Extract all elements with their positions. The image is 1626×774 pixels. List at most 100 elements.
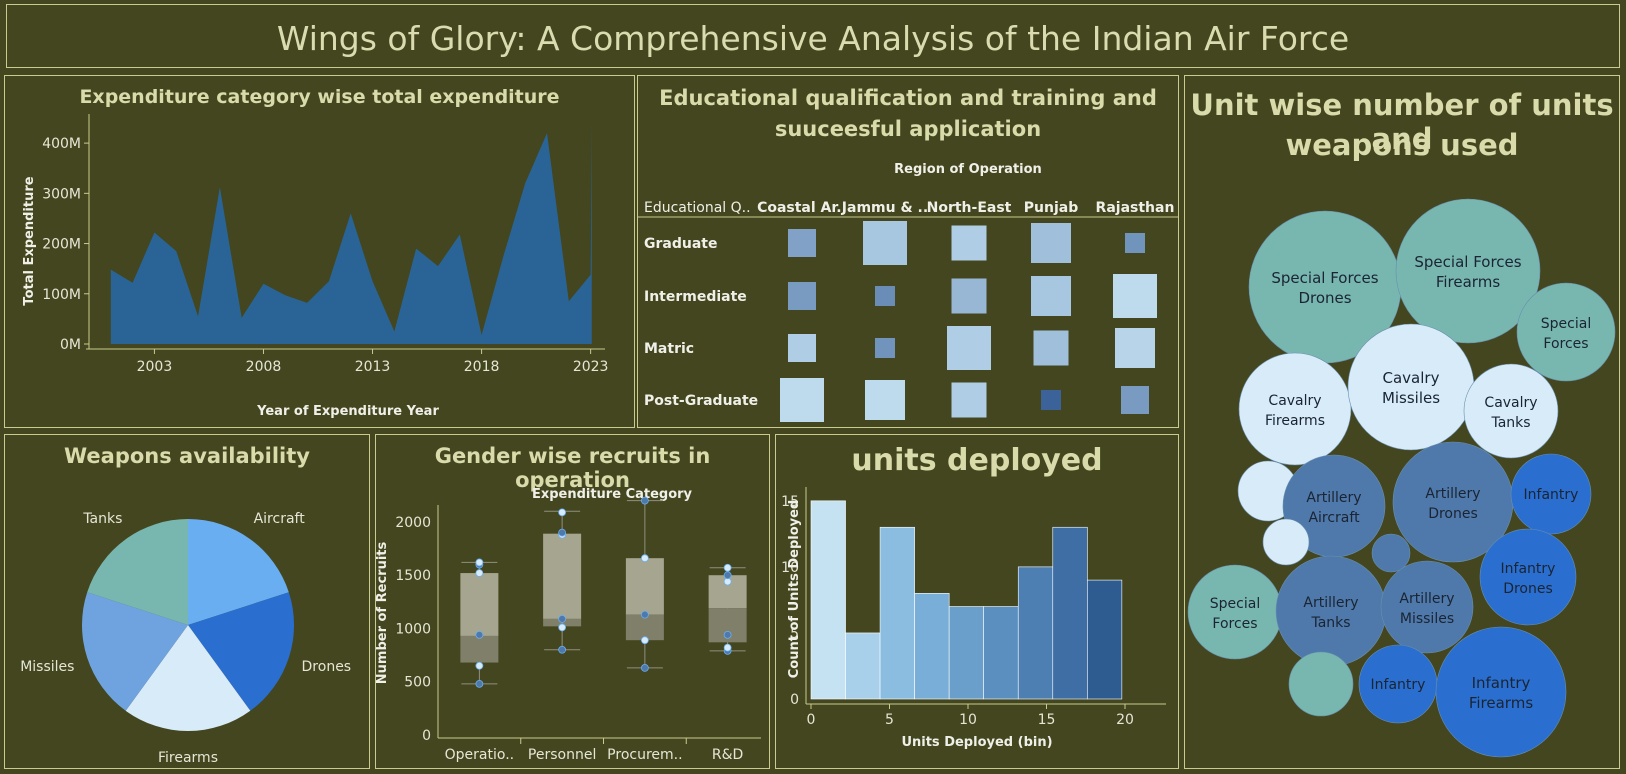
pie-label: Missiles — [20, 659, 74, 675]
gender-panel: Gender wise recruits in operation Expend… — [375, 434, 770, 769]
pie-slice-tanks — [87, 519, 188, 625]
unit-bubble — [1435, 626, 1567, 758]
histogram-x-label: Units Deployed (bin) — [901, 735, 1052, 750]
unit-bubble-label: Cavalry — [1268, 393, 1321, 409]
unit-bubble-label: Firearms — [1469, 694, 1533, 712]
unit-bubble — [1187, 564, 1283, 660]
education-column-label: North-East — [927, 200, 1012, 216]
expenditure-y-label: Total Expenditure — [22, 176, 37, 305]
histogram-bar — [948, 606, 985, 700]
education-cell — [780, 378, 824, 422]
education-cell — [1113, 274, 1157, 318]
expenditure-x-tick-label: 2008 — [246, 359, 282, 375]
education-cell — [788, 282, 816, 310]
education-cell — [1033, 330, 1069, 366]
education-row-label: Post-Graduate — [644, 393, 758, 409]
gender-box-lower — [625, 614, 664, 641]
unit-bubble-label: Infantry — [1371, 677, 1426, 693]
gender-box-lower — [460, 635, 499, 663]
education-cell — [863, 221, 907, 265]
gender-y-label: Number of Recruits — [376, 542, 390, 685]
education-cell — [1041, 390, 1061, 410]
pie-slice-drones — [188, 592, 294, 711]
unit-bubble — [1371, 533, 1411, 573]
histogram-x-tick-label: 10 — [959, 712, 977, 728]
education-column-header: Region of Operation — [894, 162, 1042, 177]
education-row-label: Graduate — [644, 236, 717, 252]
unit-bubble — [1288, 651, 1354, 717]
expenditure-title: Expenditure category wise total expendit… — [79, 86, 560, 108]
gender-point — [723, 630, 732, 639]
expenditure-y-tick-label: 300M — [42, 186, 81, 202]
pie-slice-aircraft — [188, 519, 289, 625]
pie-label: Firearms — [158, 750, 218, 766]
histogram-x-tick-label: 15 — [1038, 712, 1056, 728]
education-cell — [875, 286, 895, 306]
unit-bubble-label: Drones — [1428, 506, 1478, 522]
education-cell — [1115, 328, 1155, 368]
gender-point — [723, 577, 732, 586]
expenditure-y-tick-label: 100M — [42, 287, 81, 303]
histogram-bar — [983, 606, 1019, 700]
education-cell — [1121, 386, 1149, 414]
education-cell — [947, 326, 991, 370]
unit-bubble-label: Artillery — [1425, 486, 1480, 502]
unit-bubble-label: Missiles — [1400, 611, 1454, 627]
education-cell — [875, 338, 895, 358]
units-bubble-chart: Special Forces Drones Special Forces Firear… — [1187, 198, 1616, 758]
gender-point — [723, 563, 732, 572]
gender-y-tick-label: 2000 — [395, 515, 431, 531]
unit-bubble — [1275, 555, 1387, 667]
unit-bubble-label: Aircraft — [1308, 510, 1360, 526]
gender-box-upper — [543, 533, 582, 619]
gender-point — [558, 528, 567, 537]
histogram-bar — [879, 526, 915, 700]
education-column-label: Rajasthan — [1096, 200, 1175, 216]
unit-bubble-label: Firearms — [1436, 273, 1500, 291]
gender-y-tick-label: 500 — [404, 675, 431, 691]
education-cell — [788, 229, 816, 257]
unit-bubble-label: Infantry — [1472, 674, 1531, 692]
unit-bubble — [1510, 453, 1592, 535]
gender-y-tick-label: 1500 — [395, 568, 431, 584]
education-cell — [951, 225, 987, 261]
histogram-bar — [914, 593, 950, 700]
units-bubble-title-line1: Unit wise number of units and — [1190, 88, 1614, 156]
unit-bubble-label: Special — [1210, 596, 1260, 612]
gender-point — [640, 610, 649, 619]
histogram-y-label: Count of Units Deployed — [787, 500, 802, 678]
unit-bubble-label: Firearms — [1265, 413, 1325, 429]
unit-bubble-label: Drones — [1298, 289, 1351, 307]
expenditure-x-tick-label: 2013 — [355, 359, 391, 375]
expenditure-y-tick-label: 200M — [42, 237, 81, 253]
gender-x-tick-label: Personnel — [528, 747, 596, 763]
weapons-pie-chart: Aircraft Drones Firearms Missiles Tanks — [20, 511, 351, 766]
pie-slice-firearms — [125, 625, 251, 731]
gender-point — [640, 636, 649, 645]
unit-bubble-label: Forces — [1543, 336, 1588, 352]
histogram-x-tick-label: 0 — [807, 712, 816, 728]
gender-point — [558, 645, 567, 654]
unit-bubble-label: Special Forces — [1414, 253, 1521, 271]
unit-bubble — [1347, 323, 1475, 451]
unit-bubble-label: Artillery — [1303, 595, 1358, 611]
expenditure-y-tick-label: 0M — [60, 337, 81, 353]
histogram-bar — [1017, 566, 1054, 700]
education-row-label: Matric — [644, 341, 694, 357]
deployed-title: units deployed — [851, 443, 1103, 478]
education-cell — [1031, 276, 1071, 316]
education-cell — [951, 382, 987, 418]
unit-bubble-label: Drones — [1503, 581, 1553, 597]
gender-point — [558, 623, 567, 632]
gender-point — [475, 558, 484, 567]
unit-bubble-label: Forces — [1212, 616, 1257, 632]
education-cell — [788, 334, 816, 362]
education-cell — [951, 278, 987, 314]
histogram-bar — [810, 500, 846, 700]
education-title-line2: suuceesful application — [774, 117, 1042, 141]
education-row-label: Intermediate — [644, 289, 747, 305]
gender-point — [723, 643, 732, 652]
gender-title: Gender wise recruits in operation — [434, 444, 711, 492]
histogram-bar — [1087, 579, 1123, 700]
gender-point — [558, 508, 567, 517]
